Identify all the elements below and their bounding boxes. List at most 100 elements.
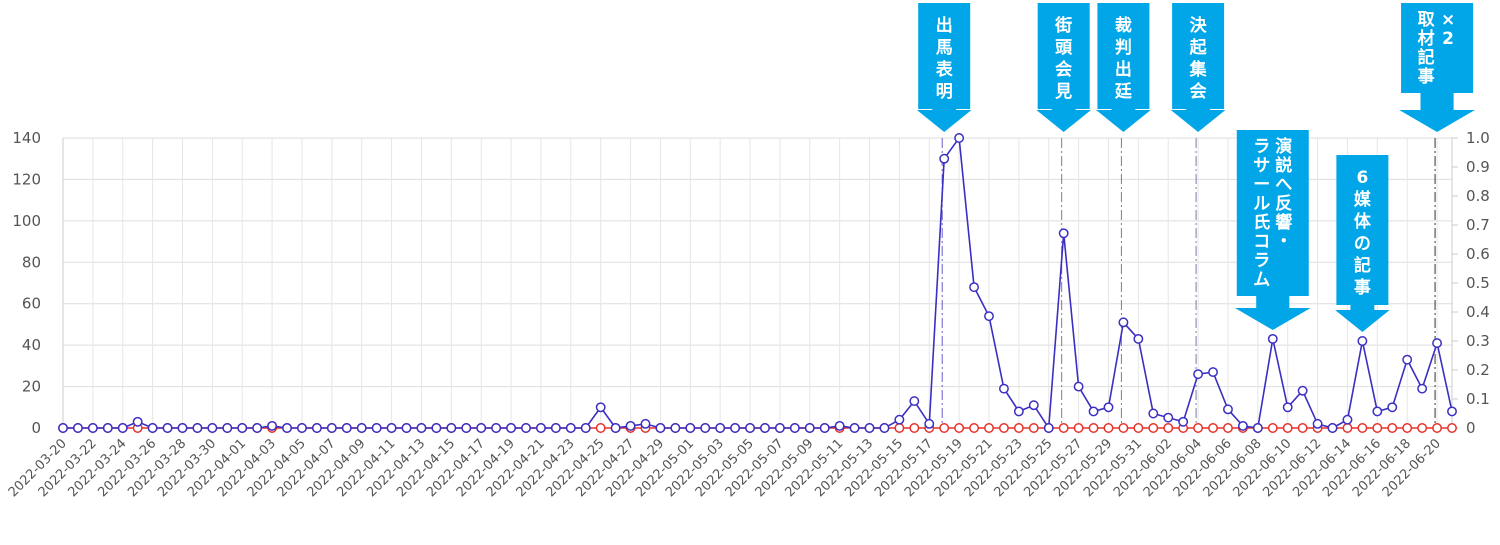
callout-char: 媒 — [1354, 189, 1372, 210]
data-point — [521, 423, 531, 433]
callout-char: 街 — [1054, 15, 1072, 36]
callout-char: 廷 — [1114, 81, 1133, 102]
data-point — [1312, 418, 1323, 429]
callout-char: 表 — [936, 59, 954, 80]
data-point — [222, 423, 233, 433]
data-point — [1402, 354, 1413, 365]
y2-tick-label: 0.3 — [1466, 332, 1490, 350]
data-point — [401, 423, 412, 433]
y2-tick-label: 0.8 — [1466, 187, 1490, 205]
data-point — [1118, 423, 1129, 433]
data-point — [1103, 402, 1114, 413]
data-point — [311, 423, 322, 433]
callout-char: 会 — [1190, 81, 1207, 102]
callout-char: 起 — [1189, 37, 1208, 58]
data-point — [1088, 423, 1099, 433]
data-point — [834, 420, 845, 431]
data-point — [760, 423, 770, 433]
data-point — [1252, 423, 1263, 433]
data-point — [969, 423, 980, 433]
data-point — [506, 423, 517, 433]
data-point — [1088, 406, 1099, 417]
data-point — [1163, 423, 1174, 433]
y2-tick-label: 0.7 — [1466, 216, 1490, 234]
data-point — [177, 423, 188, 433]
data-point — [1073, 423, 1084, 433]
data-point — [341, 423, 352, 433]
data-point — [849, 423, 860, 433]
data-point — [640, 418, 651, 429]
y-tick-label: 60 — [22, 295, 41, 313]
y-tick-label: 100 — [12, 212, 41, 230]
callout-char: へ — [1275, 175, 1292, 195]
callout-char: 頭 — [1055, 38, 1073, 58]
callout-char: 決 — [1190, 15, 1208, 36]
callout-arrow — [1036, 108, 1091, 132]
callout-char: 2 — [1442, 29, 1454, 49]
callout-arrow — [1399, 92, 1475, 132]
data-point — [446, 423, 457, 433]
callout-char: 明 — [936, 82, 953, 102]
callout-char: ラ — [1253, 251, 1270, 271]
data-point — [730, 423, 741, 433]
data-point — [132, 416, 143, 427]
data-point — [1148, 408, 1159, 419]
callout-arrow — [1096, 108, 1151, 132]
y2-tick-label: 0.5 — [1466, 274, 1490, 292]
data-point — [1058, 423, 1069, 433]
callout-char: サ — [1253, 156, 1270, 176]
callout-char: 出 — [936, 15, 953, 36]
data-point — [162, 423, 173, 433]
y2-tick-label: 0.6 — [1466, 245, 1490, 263]
callout-box — [1172, 3, 1225, 109]
callout-char: 氏 — [1253, 213, 1270, 233]
callout-char: 記 — [1418, 47, 1435, 68]
data-point — [267, 420, 278, 431]
data-point — [1028, 400, 1039, 411]
callout-box — [918, 3, 971, 109]
callout-box — [1097, 3, 1150, 109]
data-point — [580, 423, 591, 433]
data-point — [804, 423, 815, 433]
callout-arrow — [916, 108, 972, 132]
y2-tick-label: 0.4 — [1466, 303, 1490, 321]
callout-char: の — [1354, 234, 1371, 254]
data-point — [1327, 423, 1338, 433]
data-point — [282, 423, 292, 433]
callout-char: 判 — [1115, 38, 1132, 58]
callout-char: 出 — [1115, 59, 1132, 80]
data-point — [625, 420, 636, 431]
data-point — [1133, 423, 1144, 433]
data-point — [1297, 385, 1308, 396]
y-tick-label: 0 — [31, 419, 41, 437]
data-point — [1417, 383, 1428, 394]
data-point — [1208, 423, 1218, 433]
y2-tick-label: 0.9 — [1466, 158, 1490, 176]
data-point — [909, 396, 920, 407]
callout-char: コ — [1253, 232, 1270, 252]
data-point — [1387, 402, 1398, 413]
data-point — [371, 423, 382, 433]
callout-char: ー — [1253, 175, 1270, 195]
data-point — [1342, 423, 1353, 433]
data-point — [87, 423, 98, 433]
data-point — [297, 423, 307, 433]
data-point — [789, 423, 800, 433]
data-point — [192, 423, 203, 433]
callout-char: 馬 — [936, 38, 953, 58]
data-point — [1402, 423, 1413, 433]
data-point — [416, 423, 427, 433]
callout-box — [1236, 130, 1309, 296]
data-point — [550, 423, 561, 433]
data-point — [72, 423, 83, 433]
data-point — [998, 383, 1009, 394]
data-point — [1432, 338, 1443, 349]
data-point — [1043, 423, 1054, 433]
data-point — [431, 423, 442, 433]
y-tick-label: 120 — [12, 170, 41, 188]
callout-char: 取 — [1418, 10, 1435, 30]
data-point — [147, 423, 158, 433]
